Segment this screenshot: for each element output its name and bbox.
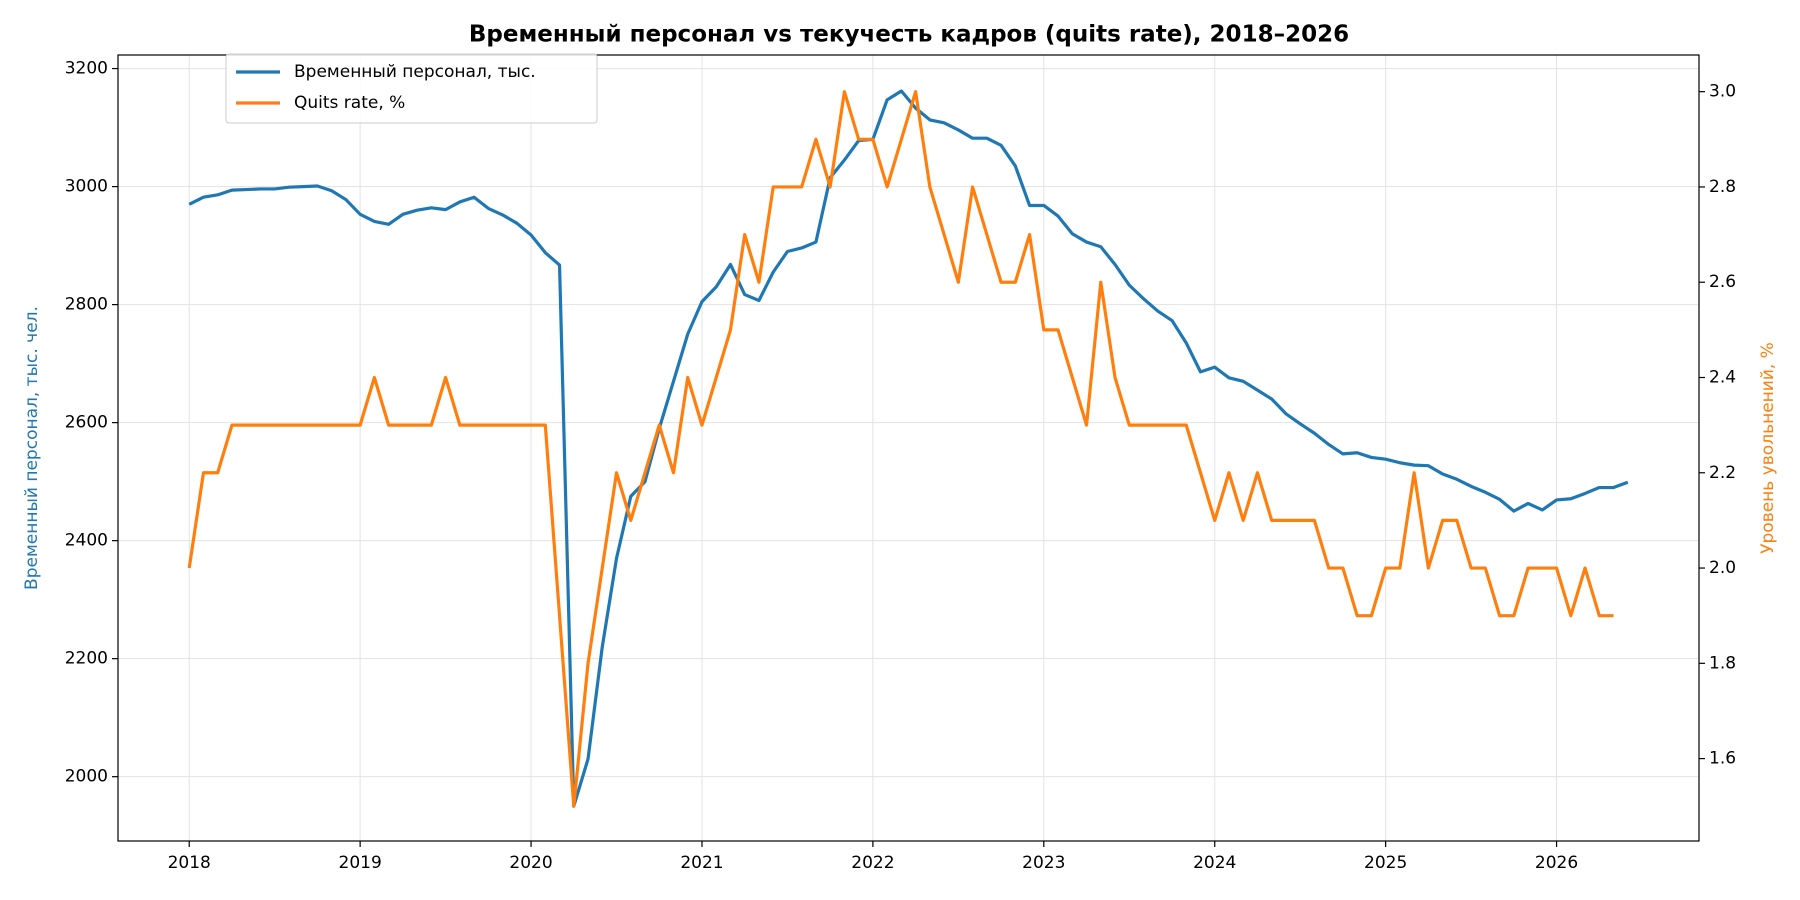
y2-tick-label: 1.8 bbox=[1709, 653, 1736, 673]
y2-axis-label: Уровень увольнений, % bbox=[1758, 342, 1778, 554]
plot-frame bbox=[117, 54, 1700, 842]
y2-tick-label: 2.4 bbox=[1709, 367, 1736, 387]
y2-tick-label: 3.0 bbox=[1709, 82, 1736, 102]
y-tick-label: 2200 bbox=[65, 649, 108, 669]
legend-box bbox=[225, 53, 598, 124]
x-tick-label: 2020 bbox=[509, 853, 552, 873]
y-axis-label: Временный персонал, тыс. чел. bbox=[22, 306, 42, 590]
series-line bbox=[188, 89, 1629, 808]
legend-label: Quits rate, % bbox=[294, 93, 405, 113]
y-tick-label: 2000 bbox=[65, 767, 108, 787]
x-tick-label: 2021 bbox=[680, 853, 723, 873]
legend-label: Временный персонал, тыс. bbox=[294, 62, 536, 82]
y2-tick-label: 2.0 bbox=[1709, 558, 1736, 578]
y-tick-label: 2800 bbox=[65, 295, 108, 315]
y-tick-label: 3000 bbox=[65, 177, 108, 197]
x-tick-label: 2018 bbox=[168, 853, 211, 873]
y-tick-label: 2600 bbox=[65, 413, 108, 433]
series-line bbox=[187, 90, 1614, 808]
y-tick-label: 3200 bbox=[65, 59, 108, 79]
y2-tick-label: 1.6 bbox=[1709, 749, 1736, 769]
chart-title: Временный персонал vs текучесть кадров (… bbox=[469, 22, 1349, 48]
x-tick-label: 2024 bbox=[1193, 853, 1236, 873]
y2-tick-label: 2.8 bbox=[1709, 177, 1736, 197]
y2-tick-label: 2.6 bbox=[1709, 272, 1736, 292]
x-tick-label: 2026 bbox=[1535, 853, 1578, 873]
x-tick-label: 2025 bbox=[1364, 853, 1407, 873]
y2-tick-label: 2.2 bbox=[1709, 463, 1736, 483]
x-tick-label: 2023 bbox=[1022, 853, 1065, 873]
x-tick-label: 2022 bbox=[851, 853, 894, 873]
y-tick-label: 2400 bbox=[65, 531, 108, 551]
x-tick-label: 2019 bbox=[339, 853, 382, 873]
grid bbox=[118, 55, 1699, 841]
